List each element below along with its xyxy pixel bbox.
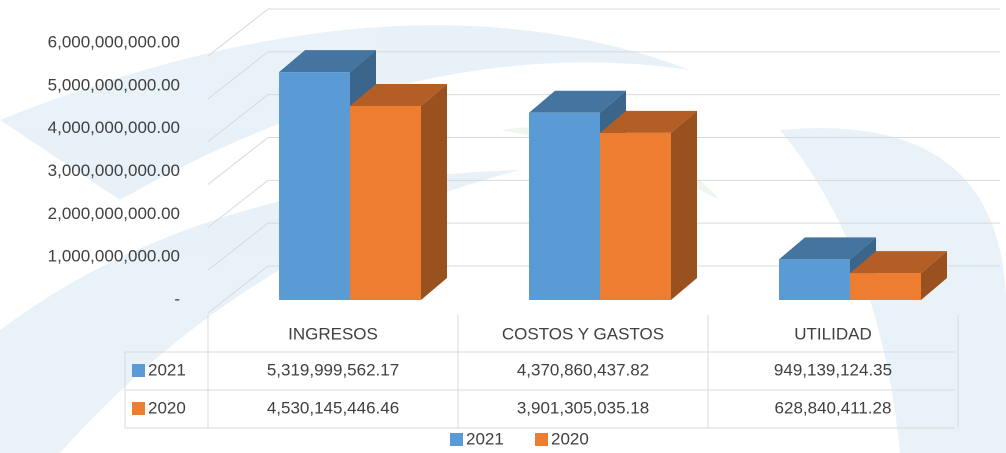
legend-key	[132, 402, 145, 415]
bar	[350, 83, 447, 300]
grid-line	[207, 265, 1000, 314]
category-label: INGRESOS	[288, 324, 378, 343]
bar-front	[600, 132, 671, 300]
data-label: 5,319,999,562.17	[267, 360, 399, 379]
bar	[850, 251, 947, 300]
bar-front	[850, 273, 921, 300]
legend-label: 2021	[466, 429, 504, 448]
bar-top	[529, 90, 626, 113]
grid-line	[207, 137, 1000, 185]
bar-top	[779, 237, 876, 260]
bar-top	[850, 251, 947, 274]
grid-line	[207, 51, 1000, 100]
bar-top	[350, 83, 447, 106]
legend-key	[132, 364, 145, 377]
grid-line	[207, 222, 1000, 271]
data-table: INGRESOS COSTOS Y GASTOS UTILIDAD 2021 5,319…	[124, 315, 959, 429]
series-label: 2021	[148, 360, 186, 379]
bar-side	[421, 83, 447, 300]
bar-front	[779, 259, 850, 300]
category-label: UTILIDAD	[794, 324, 871, 343]
data-label: 4,370,860,437.82	[517, 360, 649, 379]
grid-line	[207, 8, 1000, 57]
bar-front	[529, 112, 600, 300]
y-tick-label: 5,000,000,000.00	[48, 75, 180, 94]
legend-label: 2020	[551, 429, 589, 448]
bar-top	[279, 50, 376, 73]
legend-swatch	[535, 433, 548, 446]
y-tick-label: 6,000,000,000.00	[48, 32, 180, 51]
y-tick-label: -	[174, 289, 180, 308]
legend-swatch	[450, 433, 463, 446]
category-label: COSTOS Y GASTOS	[502, 324, 664, 343]
y-tick-label: 3,000,000,000.00	[48, 161, 180, 180]
data-label: 4,530,145,446.46	[267, 398, 399, 417]
y-tick-label: 2,000,000,000.00	[48, 204, 180, 223]
bar-side	[671, 110, 697, 300]
bar-top	[600, 110, 697, 133]
y-tick-label: 1,000,000,000.00	[48, 247, 180, 266]
series-label: 2020	[148, 398, 186, 417]
data-label: 949,139,124.35	[774, 360, 892, 379]
table-lines	[124, 315, 959, 429]
bar-side	[921, 251, 947, 300]
grid-line	[207, 179, 1000, 228]
data-label: 628,840,411.28	[775, 398, 892, 417]
bar-front	[350, 105, 421, 300]
bar	[600, 110, 697, 300]
y-tick-label: 4,000,000,000.00	[48, 118, 180, 137]
bar-front	[279, 72, 350, 301]
data-label: 3,901,305,035.18	[517, 398, 649, 417]
legend: 2021 2020	[450, 429, 589, 448]
grid-line	[207, 94, 1000, 143]
